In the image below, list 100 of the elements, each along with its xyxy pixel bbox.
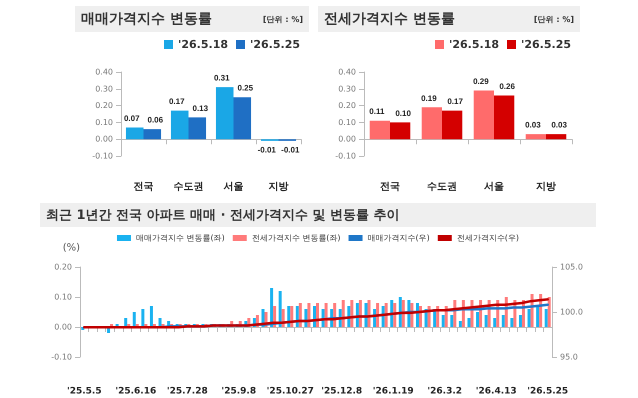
y2-tick-label: 95.0 <box>560 352 578 362</box>
chart-title: 매매가격지수 변동률 <box>81 10 212 28</box>
bar <box>442 110 462 140</box>
x-tick-label: 전국 <box>134 182 154 192</box>
x-tick-label: '25.6.16 <box>115 386 156 396</box>
y-tick-label: 0.20 <box>338 101 356 110</box>
y-tick-label: 0.30 <box>338 84 356 94</box>
y2-tick-label: 100.0 <box>560 308 583 316</box>
bar <box>370 120 390 140</box>
bar <box>402 300 405 327</box>
y-tick-label: 0.30 <box>95 84 113 94</box>
legend-label: '26.5.25 <box>521 38 572 51</box>
bar <box>450 315 454 327</box>
data-label: 0.06 <box>147 116 164 125</box>
bar <box>358 300 362 327</box>
legend-label: 전세가격지수 변동률(좌) <box>252 234 341 242</box>
bar <box>216 87 234 140</box>
bar <box>350 300 354 327</box>
bar <box>518 315 522 327</box>
y-tick-label: -0.10 <box>92 152 113 160</box>
chart-title: 최근 1년간 전국 아파트 매매 · 전세가격지수 및 변동률 추이 <box>46 207 400 224</box>
legend-label: '26.5.25 <box>250 38 300 51</box>
bar <box>278 291 282 327</box>
bar <box>367 300 370 327</box>
legend-label: 매매가격지수 변동률(좌) <box>136 234 225 242</box>
bar <box>234 97 252 140</box>
y-tick-label: 0.10 <box>95 118 113 127</box>
x-tick-label: '26.5.25 <box>527 386 568 396</box>
y-tick-label: 0.00 <box>95 134 113 144</box>
data-label: 0.10 <box>395 108 412 118</box>
data-label: -0.01 <box>281 145 300 154</box>
bar <box>494 96 514 140</box>
x-tick-label: 지방 <box>536 182 556 192</box>
x-tick-label: '26.4.13 <box>476 386 517 396</box>
legend-label: '26.5.18 <box>449 38 500 51</box>
x-tick-label: 수도권 <box>427 182 457 192</box>
bar <box>132 312 136 327</box>
chart-title: 전세가격지수 변동률 <box>324 10 455 28</box>
bar <box>544 309 548 327</box>
text: [단위 : %] <box>262 14 303 24</box>
y-tick-label: 0.40 <box>95 68 113 76</box>
x-tick-label: '25.12.8 <box>321 386 362 396</box>
bar <box>474 90 494 140</box>
bar <box>398 297 402 327</box>
y-axis-title: (%) <box>62 242 80 254</box>
x-tick-label: 서울 <box>484 182 504 192</box>
text: [단위 : %] <box>534 14 574 24</box>
bar <box>150 306 153 327</box>
x-tick-label: 수도권 <box>174 182 204 192</box>
y-tick-label: 0.10 <box>54 292 72 302</box>
bar <box>442 315 445 327</box>
bar <box>548 297 551 327</box>
bar <box>342 300 345 327</box>
bar <box>526 134 546 140</box>
y-tick-label: 0.40 <box>338 68 356 76</box>
x-tick-label: 지방 <box>268 182 288 192</box>
y-tick-label: 0.20 <box>54 262 72 272</box>
x-tick-label: '25.10.27 <box>266 386 314 396</box>
data-label: 0.26 <box>499 82 516 92</box>
x-tick-label: '25.9.8 <box>221 386 256 396</box>
y-tick-label: 0.00 <box>54 322 72 332</box>
bar <box>390 300 394 327</box>
y-tick-label: 0.00 <box>338 134 356 144</box>
bar <box>528 309 531 327</box>
data-label: 0.03 <box>525 120 542 130</box>
x-tick-label: '26.3.2 <box>427 386 462 396</box>
bar <box>393 303 396 327</box>
bar <box>188 117 206 140</box>
y-tick-label: 0.20 <box>95 101 113 110</box>
data-label: 0.13 <box>192 104 209 113</box>
x-tick-label: '26.1.19 <box>372 386 414 396</box>
bar <box>144 129 162 140</box>
bar <box>126 127 144 140</box>
bar <box>390 122 410 140</box>
data-label: 0.07 <box>124 114 140 123</box>
bar <box>316 303 320 327</box>
data-label: -0.01 <box>258 145 276 154</box>
legend-label: 전세가격지수(우) <box>456 234 520 242</box>
x-tick-label: 전국 <box>380 182 400 192</box>
y-tick-label: -0.10 <box>335 152 356 160</box>
bar <box>458 321 462 327</box>
bar <box>484 315 488 327</box>
bar <box>493 318 496 327</box>
data-label: 0.11 <box>369 107 385 116</box>
x-tick-label: 서울 <box>224 182 244 192</box>
bar <box>422 107 442 140</box>
bar <box>270 288 274 327</box>
data-label: 0.03 <box>551 120 568 130</box>
bar <box>170 110 188 140</box>
bar <box>510 318 514 327</box>
bar <box>502 315 505 327</box>
bar <box>467 318 470 327</box>
data-label: 0.19 <box>421 94 438 103</box>
x-tick-label: '25.5.5 <box>66 386 102 396</box>
y-tick-label: 0.10 <box>338 118 356 127</box>
y2-tick-label: 105.0 <box>560 262 583 272</box>
legend-label: 매매가격지수(우) <box>368 234 430 242</box>
legend-label: '26.5.18 <box>178 38 228 51</box>
bar <box>546 134 566 140</box>
data-label: 0.25 <box>237 84 254 93</box>
